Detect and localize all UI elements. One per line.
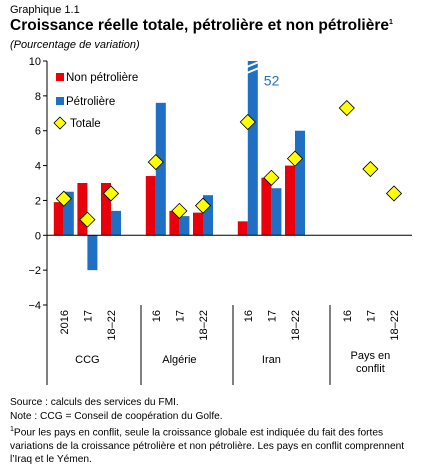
- bar-non-petroliere: [101, 183, 111, 236]
- legend-label: Non pétrolière: [66, 72, 138, 84]
- y-tick-label: −4: [28, 300, 41, 312]
- marker-totale: [55, 190, 72, 207]
- marker-totale: [263, 169, 280, 186]
- axis-break-mark: [246, 67, 260, 74]
- y-tick-label: 6: [35, 126, 41, 138]
- footnote-text: Pour les pays en conflit, seule la crois…: [10, 427, 405, 466]
- chart-title-text: Croissance réelle totale, pétrolière et …: [10, 17, 390, 34]
- legend-swatch-totale: [53, 116, 67, 130]
- marker-totale: [194, 197, 212, 214]
- growth-chart: −4 −2 0 2 4 6 8 10 52 2016 17 18–22 CCG 16 17 18–22 Algé…: [28, 56, 412, 385]
- chart-subtitle: (Pourcentage de variation): [10, 39, 140, 51]
- marker-totale: [102, 185, 120, 202]
- y-tick-label: 0: [35, 230, 41, 242]
- category-label: 16: [151, 310, 163, 322]
- category-label: 18–22: [290, 310, 302, 341]
- bar-petroliere: [271, 188, 282, 236]
- category-label: 16: [243, 310, 255, 322]
- bar-non-petroliere: [237, 221, 248, 236]
- marker-totale: [79, 211, 96, 228]
- bar-petroliere: [247, 61, 258, 236]
- category-label: 2016: [59, 310, 71, 334]
- bar-non-petroliere: [145, 176, 156, 236]
- group-label: conflit: [356, 363, 385, 375]
- marker-totale: [338, 99, 355, 117]
- category-label: 16: [342, 310, 354, 322]
- title-footnote-mark: 1: [389, 18, 393, 26]
- marker-totale: [171, 202, 188, 219]
- marker-totale: [286, 150, 304, 167]
- marker-totale: [239, 113, 256, 131]
- bar-non-petroliere: [285, 165, 295, 236]
- bar-petroliere: [295, 130, 305, 236]
- y-tick-label: 8: [35, 91, 41, 103]
- bar-petroliere: [179, 216, 190, 236]
- y-tick-label: 10: [29, 56, 41, 68]
- bar-petroliere: [111, 210, 121, 236]
- group-label: Algérie: [162, 354, 196, 366]
- legend-swatch-petroliere: [56, 97, 64, 105]
- annotation-label: 52: [264, 72, 280, 88]
- category-label: 17: [174, 310, 186, 322]
- legend-swatch-non-petroliere: [56, 73, 64, 81]
- axis-break-mark: [246, 61, 260, 68]
- footnote: 1Pour les pays en conflit, seule la croi…: [10, 423, 422, 467]
- chart-title: Croissance réelle totale, pétrolière et …: [10, 17, 393, 35]
- chart-notes: Source : calculs des services du FMI. No…: [10, 396, 422, 467]
- category-label: 18–22: [198, 310, 210, 341]
- footnote-mark: 1: [10, 426, 14, 433]
- legend-label: Pétrolière: [66, 96, 115, 108]
- bar-non-petroliere: [53, 202, 64, 236]
- bar-petroliere: [87, 235, 98, 271]
- category-label: 18–22: [389, 310, 401, 341]
- bar-non-petroliere: [169, 210, 180, 236]
- group-label: CCG: [75, 354, 99, 366]
- abbreviation-note: Note : CCG = Conseil de coopération du G…: [10, 410, 223, 422]
- category-label: 17: [365, 310, 377, 322]
- source-note: Source : calculs des services du FMI.: [10, 397, 179, 408]
- bar-non-petroliere: [193, 212, 203, 236]
- legend-label: Totale: [70, 118, 101, 130]
- bar-non-petroliere: [261, 177, 272, 236]
- group-label: Iran: [262, 354, 281, 366]
- y-tick-label: 2: [35, 195, 41, 207]
- category-label: 17: [266, 310, 278, 322]
- bar-non-petroliere: [77, 183, 88, 236]
- y-tick-label: 4: [35, 161, 41, 173]
- marker-totale: [385, 185, 403, 202]
- bar-petroliere: [63, 191, 74, 236]
- y-tick-label: −2: [28, 265, 41, 277]
- marker-totale: [362, 160, 379, 178]
- category-label: 18–22: [106, 310, 118, 341]
- bar-petroliere: [155, 102, 166, 236]
- marker-totale: [147, 154, 164, 171]
- bar-petroliere: [203, 195, 213, 236]
- group-label: Pays en: [351, 350, 391, 362]
- chart-pretitle: Graphique 1.1: [10, 4, 80, 16]
- category-label: 17: [82, 310, 94, 322]
